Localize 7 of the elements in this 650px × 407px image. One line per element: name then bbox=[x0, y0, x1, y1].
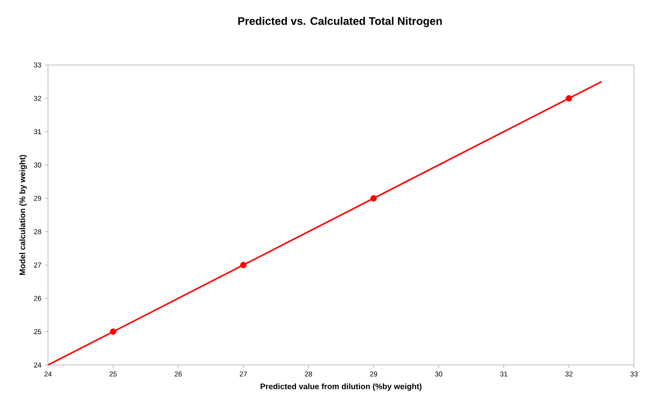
point bbox=[240, 262, 247, 268]
y-axis-title: Model calculation (% by weight) bbox=[19, 154, 27, 275]
chart-title: Predicted vs. Calculated Total Nitrogen bbox=[238, 16, 442, 28]
point bbox=[110, 328, 116, 335]
x-axis-title: Predicted value from dilution (%by weight) bbox=[260, 383, 422, 391]
point bbox=[370, 195, 377, 202]
point bbox=[566, 95, 572, 102]
